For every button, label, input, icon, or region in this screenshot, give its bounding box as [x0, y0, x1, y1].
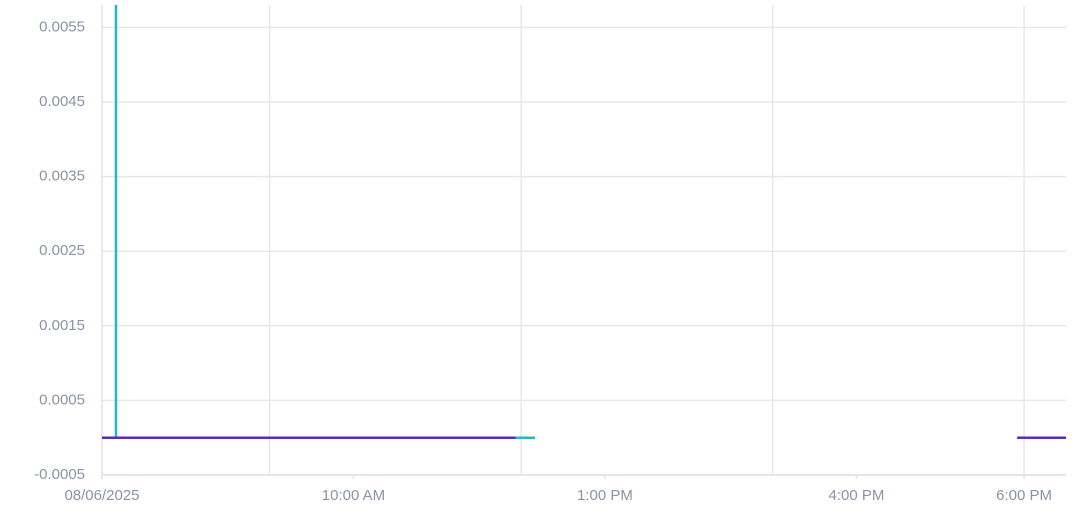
grid — [101, 5, 1066, 479]
plot-area — [102, 5, 1066, 439]
y-tick-label: 0.0015 — [39, 317, 85, 334]
x-tick-label: 10:00 AM — [322, 487, 385, 504]
y-tick-label: 0.0025 — [39, 242, 85, 259]
y-tick-label: 0.0035 — [39, 168, 85, 185]
x-tick-label: 6:00 PM — [996, 487, 1052, 504]
x-tick-label: 08/06/2025 — [64, 487, 139, 504]
y-tick-label: 0.0005 — [39, 391, 85, 408]
y-tick-label: -0.0005 — [34, 466, 85, 483]
axis-labels: -0.0005 0.0005 0.0015 0.0025 0.0035 0.0045 0.0… — [34, 18, 1052, 504]
x-tick-label: 4:00 PM — [828, 487, 884, 504]
series-line — [114, 5, 536, 439]
y-tick-label: 0.0055 — [39, 18, 85, 35]
y-tick-label: 0.0045 — [39, 93, 85, 110]
x-tick-label: 1:00 PM — [577, 487, 633, 504]
